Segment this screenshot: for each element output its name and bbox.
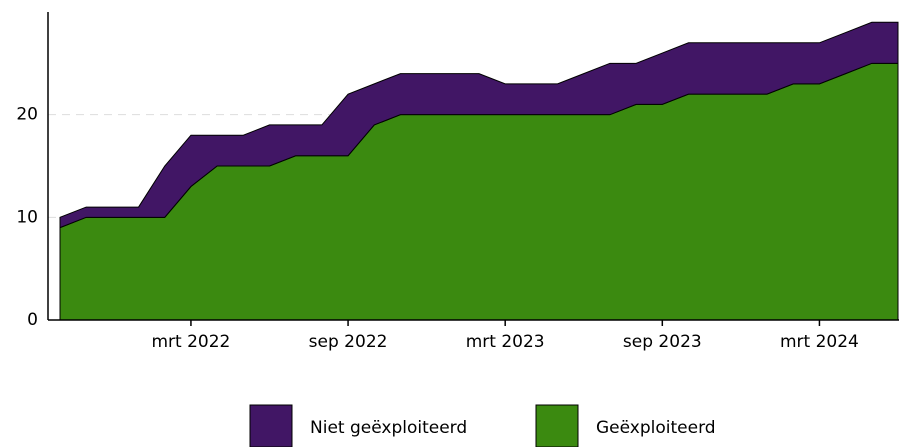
y-tick-label: 10 <box>16 207 38 227</box>
legend-label: Geëxploiteerd <box>596 418 716 438</box>
area <box>59 21 899 229</box>
y-tick-label: 20 <box>16 105 38 125</box>
x-tick-label: sep 2022 <box>309 332 388 352</box>
y-tick-label: 0 <box>27 310 38 330</box>
x-tick-label: sep 2023 <box>623 332 702 352</box>
x-tick-label: mrt 2023 <box>466 332 545 352</box>
legend-swatch <box>535 404 579 447</box>
x-tick-label: mrt 2024 <box>780 332 859 352</box>
legend-swatch <box>249 404 293 447</box>
legend-label: Niet geëxploiteerd <box>310 418 467 438</box>
x-tick-label: mrt 2022 <box>151 332 230 352</box>
